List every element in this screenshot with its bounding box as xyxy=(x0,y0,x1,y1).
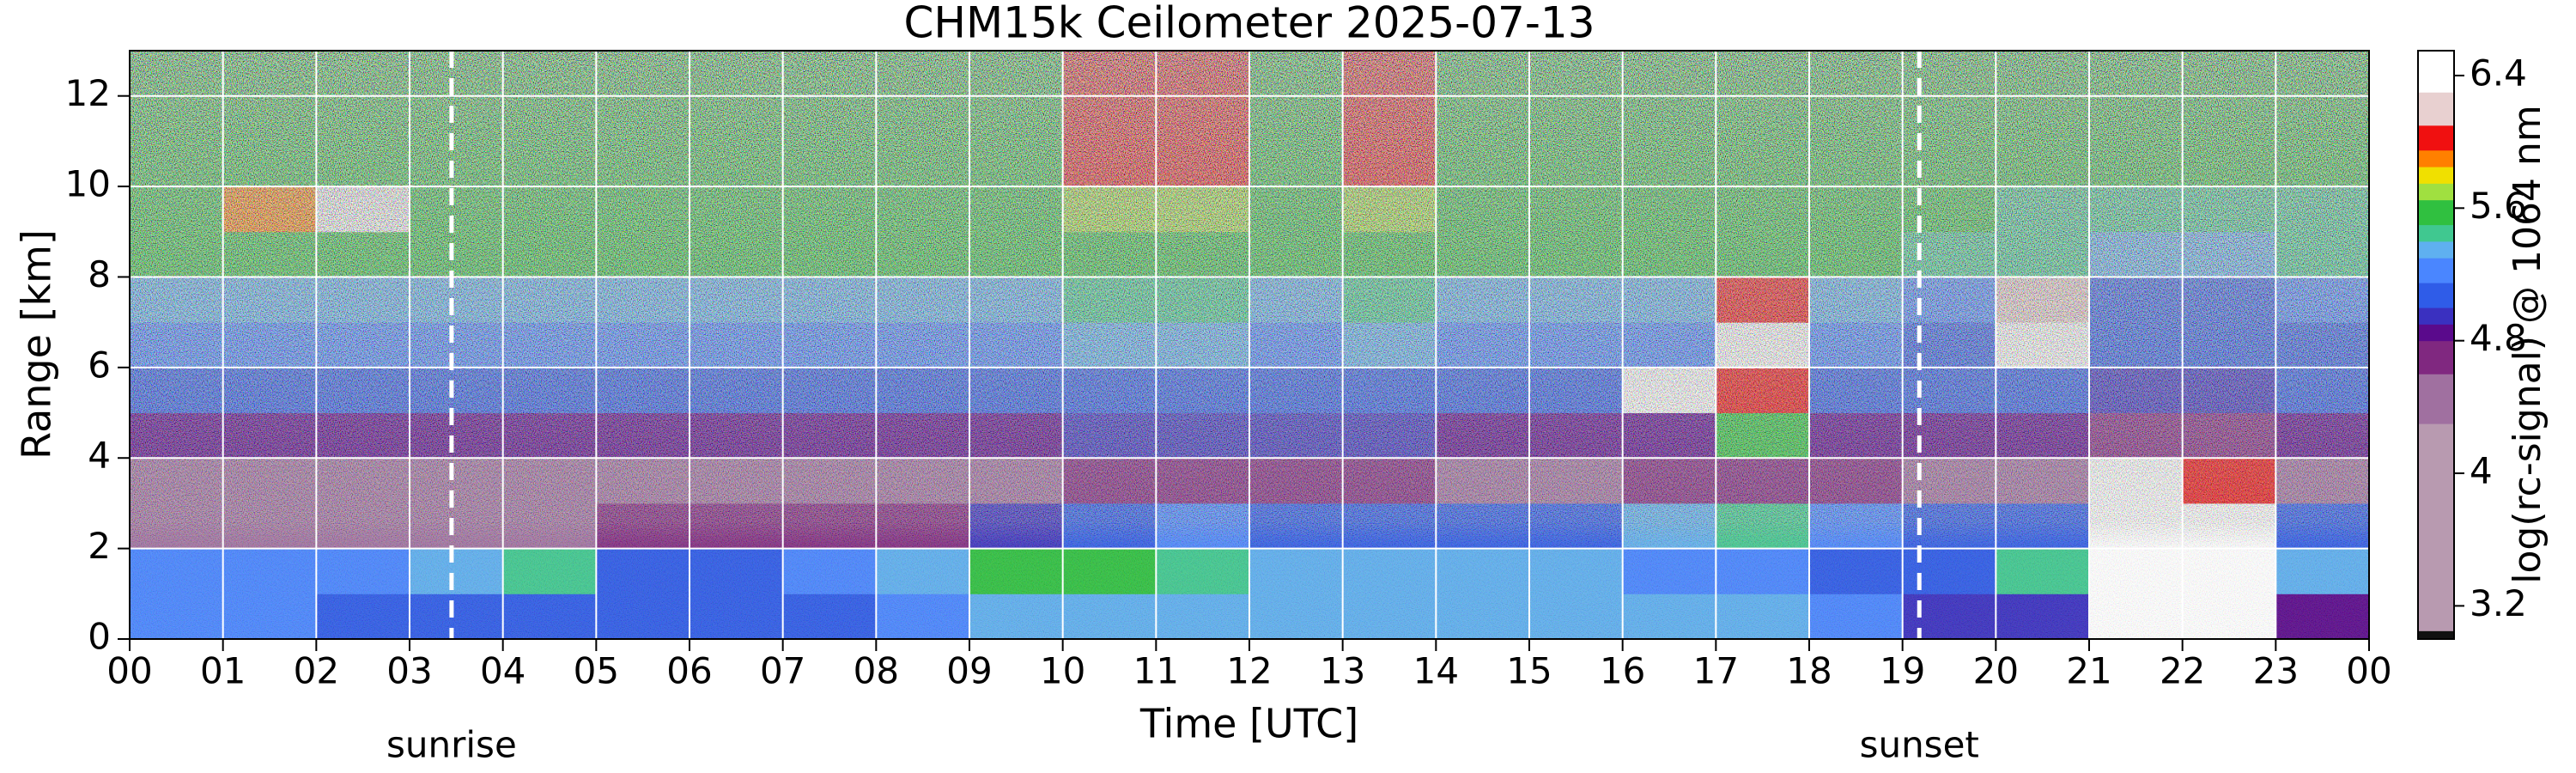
colorbar-segment xyxy=(2418,630,2454,640)
x-tick-label: 23 xyxy=(2253,650,2299,692)
x-tick-label: 10 xyxy=(1040,650,1085,692)
colorbar-segment xyxy=(2418,374,2454,424)
x-tick-label: 19 xyxy=(1880,650,1925,692)
x-tick-label: 16 xyxy=(1600,650,1645,692)
colorbar-segment xyxy=(2418,92,2454,126)
colorbar-segment xyxy=(2418,258,2454,283)
colorbar-tick-label: 3.2 xyxy=(2470,582,2527,624)
x-tick-label: 01 xyxy=(200,650,246,692)
y-tick-label: 4 xyxy=(88,435,111,477)
y-tick-label: 0 xyxy=(88,616,111,658)
colorbar-segment xyxy=(2418,149,2454,167)
x-tick-label: 22 xyxy=(2160,650,2205,692)
x-tick-label: 07 xyxy=(760,650,805,692)
y-tick-label: 8 xyxy=(88,253,111,295)
colorbar-segment xyxy=(2418,51,2454,93)
colorbar-segment xyxy=(2418,307,2454,325)
x-tick-label: 11 xyxy=(1133,650,1179,692)
x-tick-label: 09 xyxy=(946,650,992,692)
x-tick-label: 17 xyxy=(1693,650,1739,692)
colorbar-segment xyxy=(2418,125,2454,151)
colorbar-tick-label: 5.6 xyxy=(2470,185,2527,227)
colorbar-frame xyxy=(2417,50,2455,640)
y-tick-label: 12 xyxy=(65,72,111,114)
colorbar-tick-label: 4.8 xyxy=(2470,317,2527,359)
x-tick-label: 20 xyxy=(1973,650,2019,692)
colorbar-tick-label: 4 xyxy=(2470,450,2493,492)
colorbar-segment xyxy=(2418,183,2454,201)
colorbar-segment xyxy=(2418,340,2454,374)
colorbar-segment xyxy=(2418,283,2454,308)
x-tick-label: 00 xyxy=(106,650,152,692)
x-tick-label: 15 xyxy=(1506,650,1552,692)
colorbar-label: log(rc-signal) @ 1064 nm xyxy=(2506,105,2549,583)
colorbar-segment xyxy=(2418,199,2454,226)
colorbar-segment xyxy=(2418,423,2454,631)
colorbar-segment xyxy=(2418,167,2454,184)
colorbar-segment xyxy=(2418,324,2454,342)
y-tick-label: 10 xyxy=(65,163,111,205)
x-tick-label: 08 xyxy=(854,650,899,692)
x-tick-label: 00 xyxy=(2346,650,2391,692)
x-tick-label: 13 xyxy=(1320,650,1365,692)
x-tick-label: 04 xyxy=(480,650,526,692)
x-tick-label: 02 xyxy=(294,650,339,692)
y-tick-label: 6 xyxy=(88,344,111,386)
x-axis-label: Time [UTC] xyxy=(1139,701,1358,747)
annotation-label: sunrise xyxy=(386,724,517,766)
x-tick-label: 05 xyxy=(574,650,619,692)
colorbar-tick-label: 6.4 xyxy=(2470,52,2527,94)
y-tick-label: 2 xyxy=(88,525,111,567)
colorbar-segment xyxy=(2418,240,2454,259)
x-tick-label: 21 xyxy=(2066,650,2111,692)
x-tick-label: 03 xyxy=(386,650,432,692)
plot-frame xyxy=(129,50,2370,640)
x-tick-label: 12 xyxy=(1226,650,1272,692)
y-axis-label: Range [km] xyxy=(14,229,60,460)
colorbar-segment xyxy=(2418,224,2454,242)
x-tick-label: 18 xyxy=(1786,650,1832,692)
overlay: 00 01 02 03 04 05 06 07 08 09 10 11 12 13 14 15 16 17 18 19… xyxy=(65,50,2527,766)
chart-title: CHM15k Ceilometer 2025-07-13 xyxy=(903,0,1595,48)
x-tick-label: 14 xyxy=(1413,650,1459,692)
annotation-label: sunset xyxy=(1860,724,1979,766)
x-tick-label: 06 xyxy=(666,650,712,692)
